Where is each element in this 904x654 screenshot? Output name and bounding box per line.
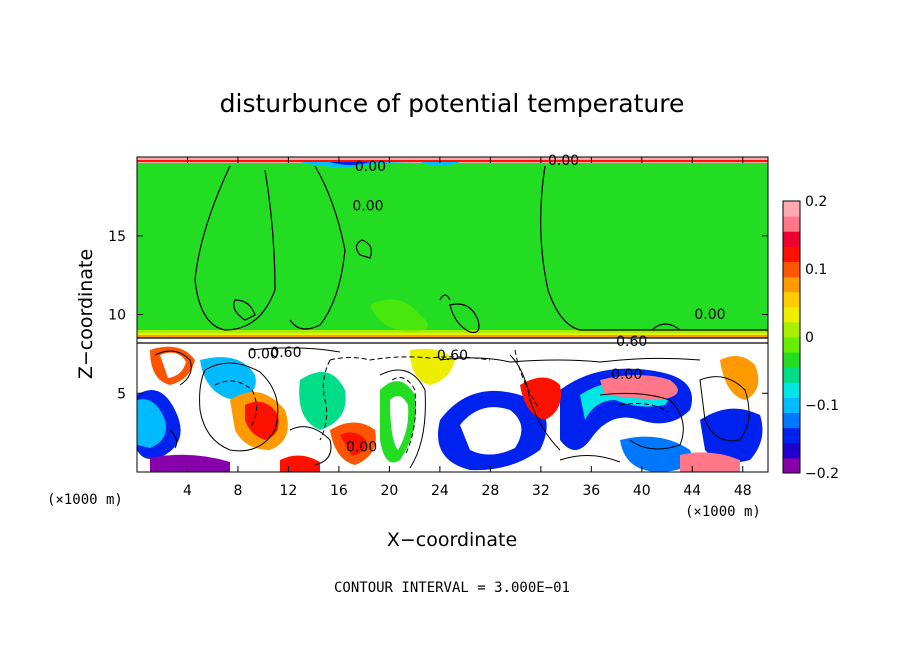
colorbar-swatch: [783, 397, 800, 414]
x-tick-label: 44: [683, 483, 701, 499]
y-tick-label: 5: [117, 386, 126, 402]
contour-value-label: 0.00: [248, 347, 279, 363]
colorbar-swatch: [783, 231, 800, 247]
colorbar: 0.2 0.1 0 −0.1 −0.2: [782, 194, 839, 482]
x-axis-unit-left: (×1000 m): [47, 492, 123, 508]
colorbar-swatch: [783, 201, 800, 217]
colorbar-swatch: [783, 442, 800, 459]
colorbar-swatch: [783, 276, 800, 293]
contour-label-group: 0.000.000.000.000.60 0.600.600.000.000.00: [248, 153, 726, 456]
colorbar-swatch: [783, 246, 800, 262]
colorbar-swatch: [783, 216, 800, 232]
contour-value-label: 0.60: [437, 348, 468, 364]
x-tick-label: 20: [380, 483, 398, 499]
x-tick-label: 40: [633, 483, 651, 499]
contour-value-label: 0.00: [694, 307, 725, 323]
colorbar-tick-label: 0.1: [805, 262, 827, 278]
chart-title: disturbunce of potential temperature: [220, 89, 685, 118]
colorbar-swatch: [783, 382, 800, 398]
contour-value-label: 0.00: [352, 199, 383, 215]
colorbar-swatch: [783, 306, 800, 323]
plot-area: [137, 157, 768, 472]
x-tick-label: 12: [280, 483, 298, 499]
x-tick-label: 28: [481, 483, 499, 499]
colorbar-swatch: [783, 261, 800, 278]
contour-interval-label: CONTOUR INTERVAL = 3.000E−01: [334, 580, 570, 596]
colorbar-swatch: [783, 367, 800, 383]
y-axis: 5 10 15: [108, 229, 768, 402]
lower-turbulent-field: [137, 338, 768, 472]
contour-value-label: 0.60: [616, 334, 647, 350]
x-axis: 4 8 12 16 20 24 28 32 36 40 44 48: [183, 157, 752, 499]
colorbar-swatch: [783, 321, 800, 338]
contour-value-label: 0.00: [346, 440, 377, 456]
contour-value-label: 0.00: [548, 153, 579, 169]
x-tick-label: 4: [183, 483, 192, 499]
x-tick-label: 8: [233, 483, 242, 499]
colorbar-swatch: [783, 352, 800, 368]
x-tick-label: 16: [330, 483, 348, 499]
contour-value-label: 0.00: [355, 159, 386, 175]
x-tick-label: 32: [532, 483, 550, 499]
y-tick-label: 10: [108, 308, 126, 324]
colorbar-tick-label: 0: [805, 330, 814, 346]
colorbar-swatch: [783, 291, 800, 308]
y-axis-label: Z−coordinate: [75, 249, 97, 379]
colorbar-swatch: [783, 457, 800, 474]
colorbar-swatch: [783, 427, 800, 444]
x-tick-label: 24: [431, 483, 449, 499]
contour-lines-lower: [154, 347, 750, 469]
upper-layer-field: [137, 157, 768, 338]
colorbar-tick-label: −0.2: [805, 466, 839, 482]
x-axis-label: X−coordinate: [387, 529, 517, 551]
colorbar-swatch: [783, 337, 800, 353]
x-axis-unit-right: (×1000 m): [685, 504, 761, 520]
colorbar-frame: [782, 200, 801, 474]
colorbar-swatch: [783, 412, 800, 429]
contour-value-label: 0.60: [270, 345, 301, 361]
y-tick-label: 15: [108, 229, 126, 245]
x-tick-label: 36: [582, 483, 600, 499]
contour-value-label: 0.00: [611, 367, 642, 383]
colorbar-tick-label: −0.1: [805, 398, 839, 414]
contour-lines: [137, 165, 768, 344]
x-tick-label: 48: [734, 483, 752, 499]
colorbar-tick-label: 0.2: [805, 194, 827, 210]
